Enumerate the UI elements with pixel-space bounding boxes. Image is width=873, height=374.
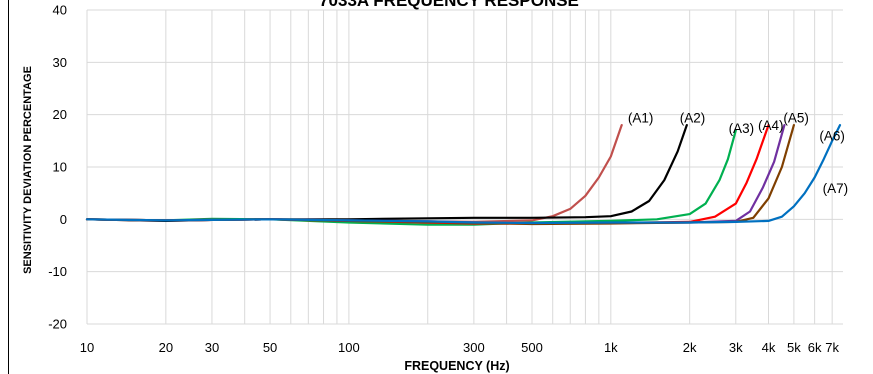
x-tick-label: 100 bbox=[338, 340, 360, 355]
x-tick-label: 2k bbox=[683, 340, 697, 355]
frequency-response-chart: (A1) (A2) (A3) (A4)(A5) (A6) (A7) -20 -10 0 10 20… bbox=[22, 0, 848, 373]
y-axis-title: SENSITIVITY DEVIATION PERCENTAGE bbox=[22, 66, 34, 274]
y-tick-label: 10 bbox=[53, 160, 67, 175]
x-tick-label: 1k bbox=[604, 340, 618, 355]
tick-labels: -20 -10 0 10 20 30 40 10 20 30 50 100 300 500 1k 2k 3k 4k… bbox=[48, 3, 839, 356]
x-tick-label: 6k bbox=[808, 340, 822, 355]
y-tick-label: -10 bbox=[48, 264, 67, 279]
x-tick-label: 500 bbox=[521, 340, 543, 355]
series-line bbox=[85, 123, 796, 226]
chart-title: 7033A FREQUENCY RESPONSE bbox=[319, 0, 579, 10]
x-tick-label: 30 bbox=[205, 340, 219, 355]
series-label: (A1) bbox=[628, 110, 654, 125]
series-line bbox=[85, 123, 623, 223]
series-line bbox=[85, 123, 842, 225]
series-label: (A2) bbox=[680, 110, 706, 125]
series-line bbox=[85, 129, 737, 226]
series-labels: (A1) (A2) (A3) (A4)(A5) (A6) (A7) bbox=[628, 110, 848, 196]
series-label: (A4) bbox=[758, 118, 784, 133]
x-tick-label: 50 bbox=[263, 340, 277, 355]
series-label: (A5) bbox=[783, 110, 809, 125]
y-tick-label: 30 bbox=[53, 55, 67, 70]
x-axis-title: FREQUENCY (Hz) bbox=[404, 359, 509, 373]
chart-frame: (A1) (A2) (A3) (A4) (A5) (A6) (A7) -20 -10 0 10 20… bbox=[8, 0, 873, 374]
y-tick-label: -20 bbox=[48, 317, 67, 332]
series-line bbox=[85, 123, 688, 222]
x-tick-label: 7k bbox=[825, 340, 839, 355]
x-tick-label: 3k bbox=[729, 340, 743, 355]
series-label: (A7) bbox=[823, 181, 849, 196]
x-tick-label: 10 bbox=[80, 340, 94, 355]
grid-lines bbox=[86, 9, 843, 325]
series-label: (A6) bbox=[819, 129, 845, 144]
x-tick-label: 4k bbox=[762, 340, 776, 355]
series-line bbox=[85, 123, 786, 225]
y-tick-label: 20 bbox=[53, 107, 67, 122]
y-tick-label: 0 bbox=[60, 212, 67, 227]
series-label: (A3) bbox=[729, 121, 755, 136]
x-tick-label: 20 bbox=[159, 340, 173, 355]
x-tick-label: 5k bbox=[787, 340, 801, 355]
x-tick-label: 300 bbox=[463, 340, 485, 355]
series-lines bbox=[85, 123, 842, 226]
y-tick-label: 40 bbox=[53, 3, 67, 18]
